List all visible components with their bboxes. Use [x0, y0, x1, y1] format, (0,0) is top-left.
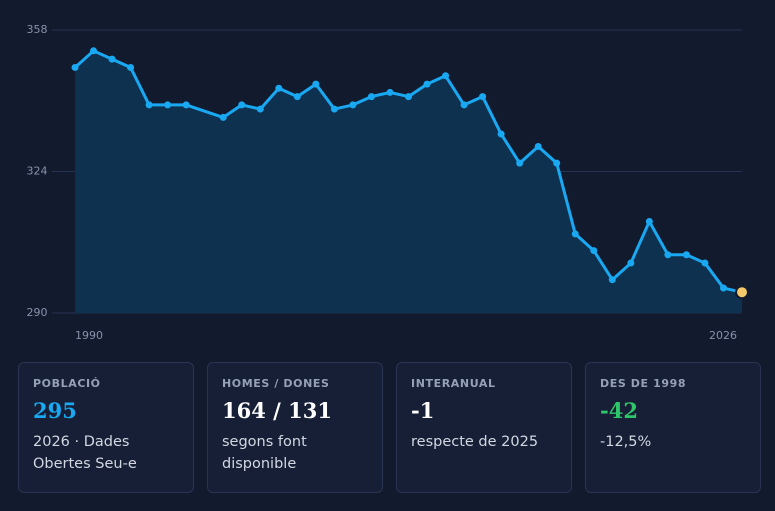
point: [553, 159, 561, 167]
card-value: -42: [600, 398, 638, 423]
point: [219, 113, 227, 121]
point: [275, 84, 283, 92]
point: [608, 276, 616, 284]
point: [330, 105, 338, 113]
point: [238, 101, 246, 109]
point: [442, 72, 450, 80]
highlight-point: [735, 285, 749, 300]
point: [71, 63, 79, 71]
point: [479, 93, 487, 101]
stat-card: DES DE 1998 -42 -12,5%: [585, 362, 761, 493]
y-tick-label: 324: [27, 165, 48, 178]
point: [645, 217, 653, 225]
card-value: 164 / 131: [222, 398, 332, 423]
point: [497, 130, 505, 138]
point: [182, 101, 190, 109]
point: [293, 93, 301, 101]
point: [460, 101, 468, 109]
chart: 290 324 358 1990 2026: [27, 23, 749, 342]
point: [423, 80, 431, 88]
point: [145, 101, 153, 109]
point: [534, 143, 542, 151]
x-tick-label: 2026: [709, 329, 737, 342]
card-label: POBLACIÓ: [33, 377, 101, 390]
stat-card: INTERANUAL -1 respecte de 2025: [396, 362, 572, 493]
point: [590, 247, 598, 255]
point: [719, 284, 727, 292]
point: [627, 259, 635, 267]
area: [75, 50, 742, 313]
stat-card: POBLACIÓ 295 2026 · Dades Obertes Seu-e: [18, 362, 194, 493]
card-note: 2026 · Dades Obertes Seu-e: [33, 434, 137, 472]
card-value: -1: [411, 398, 435, 423]
point: [571, 230, 579, 238]
point: [349, 101, 357, 109]
point: [405, 93, 412, 101]
y-tick-label: 358: [27, 23, 48, 36]
cards: POBLACIÓ 295 2026 · Dades Obertes Seu-e HOM…: [18, 362, 761, 493]
point: [108, 55, 116, 63]
card-label: INTERANUAL: [411, 377, 496, 390]
point: [367, 93, 375, 101]
point: [516, 159, 524, 167]
point: [127, 63, 135, 71]
point: [701, 259, 709, 267]
card-value: 295: [33, 398, 77, 423]
card-note: segons font disponible: [222, 434, 307, 472]
card-note: respecte de 2025: [411, 434, 539, 450]
point: [386, 88, 394, 96]
card-label: HOMES / DONES: [222, 377, 330, 390]
y-tick-label: 290: [27, 306, 48, 319]
point: [682, 251, 690, 259]
card-label: DES DE 1998: [600, 377, 687, 390]
point: [164, 101, 172, 109]
point: [312, 80, 320, 88]
x-tick-label: 1990: [75, 329, 103, 342]
point: [90, 47, 98, 55]
point: [664, 251, 672, 259]
stat-card: HOMES / DONES 164 / 131 segons font dispon…: [207, 362, 383, 493]
card-note: -12,5%: [600, 434, 652, 450]
point: [256, 105, 264, 113]
